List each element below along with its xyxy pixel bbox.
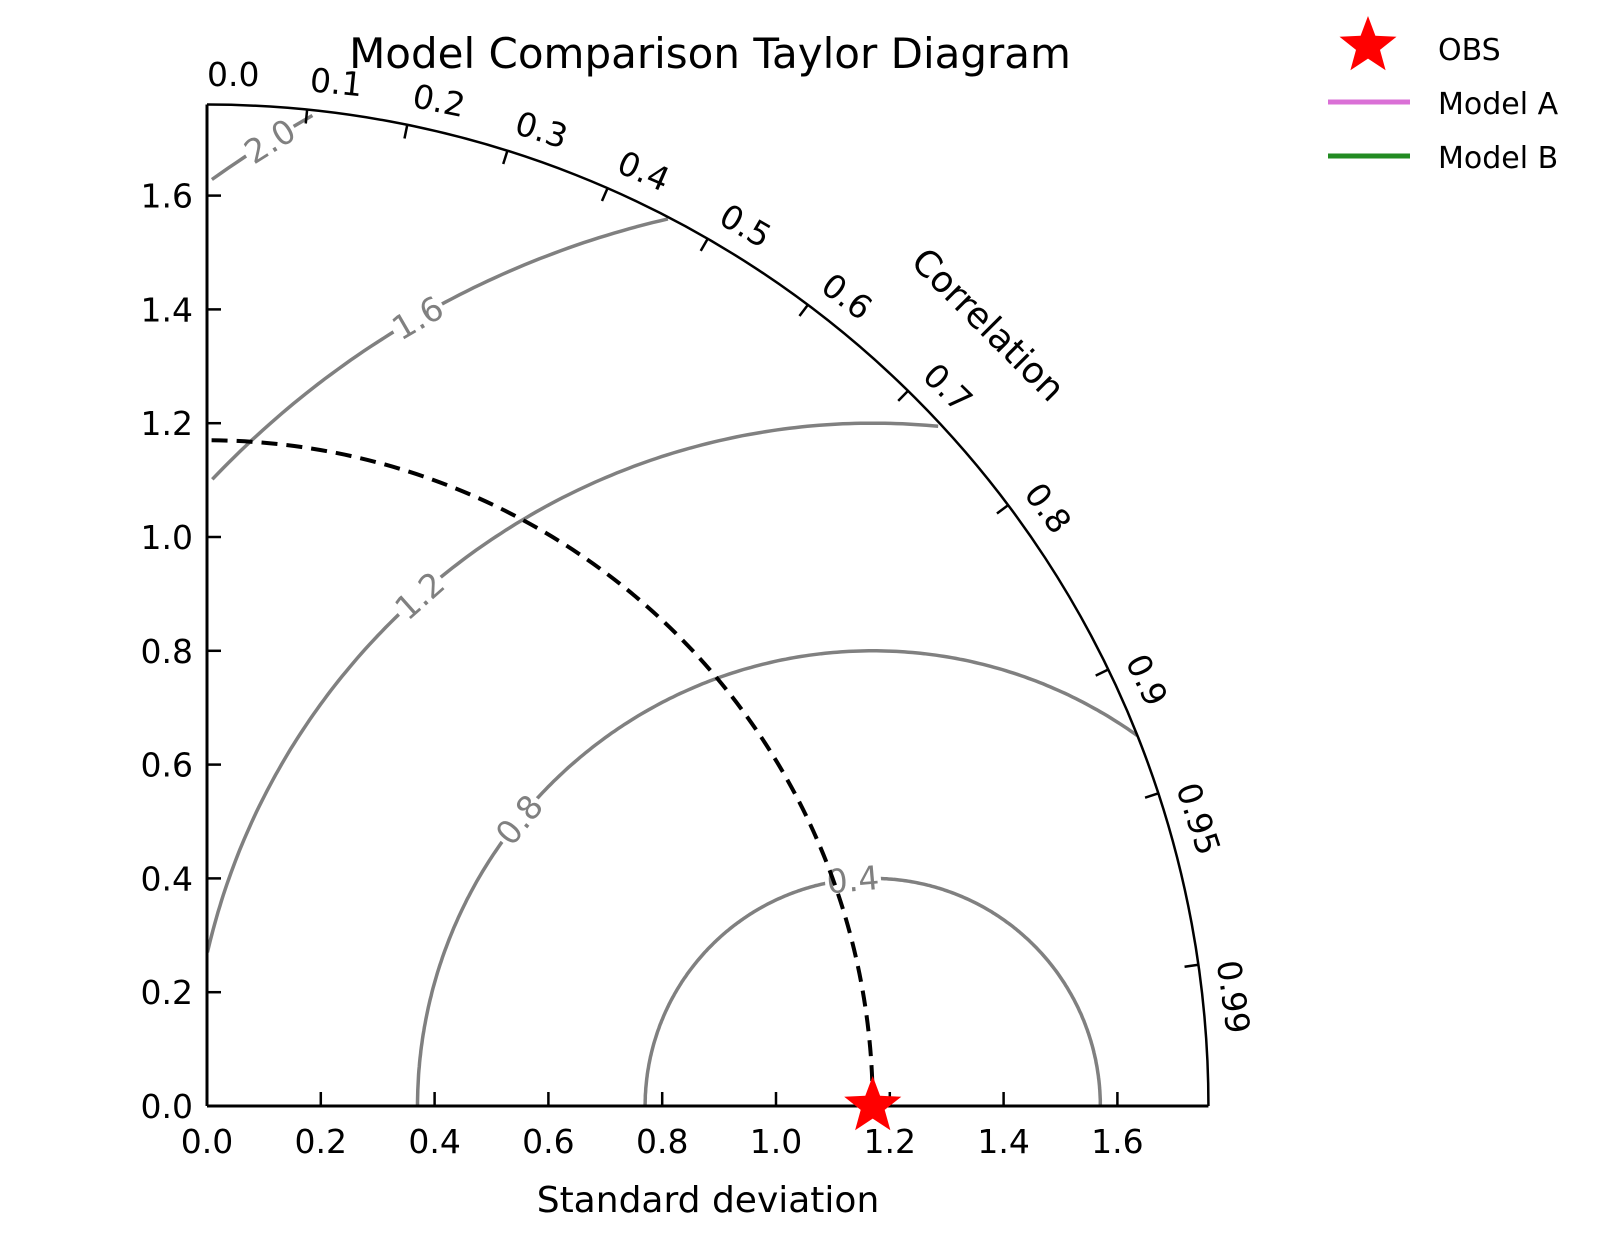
rms-contour	[211, 217, 669, 481]
x-axis-label: Standard deviation	[537, 1180, 880, 1221]
legend: OBS Model A Model B	[1328, 16, 1559, 176]
rms-contour	[205, 421, 939, 953]
x-tick-label: 0.8	[636, 1122, 688, 1161]
x-tick-label: 0.6	[522, 1122, 574, 1161]
correlation-tick	[600, 187, 609, 202]
correlation-tick	[897, 389, 909, 402]
x-tick-label: 0.2	[295, 1122, 347, 1161]
correlation-tick	[798, 304, 809, 317]
x-tick-label: 1.2	[864, 1122, 916, 1161]
x-tick-label: 1.0	[750, 1122, 802, 1161]
x-tick-label: 1.6	[1091, 1122, 1143, 1161]
correlation-axis-arc	[206, 103, 1210, 1107]
x-tick-label: 1.4	[977, 1122, 1029, 1161]
correlation-tick	[502, 150, 509, 165]
x-tick-label: 0.0	[181, 1122, 233, 1161]
correlation-tick-label: 0.9	[1118, 648, 1176, 712]
chart-title: Model Comparison Taylor Diagram	[349, 29, 1071, 78]
y-tick-label: 0.2	[141, 973, 193, 1012]
y-tick-label: 0.0	[141, 1087, 193, 1126]
x-tick-label: 0.4	[408, 1122, 460, 1161]
correlation-tick-label: 0.95	[1168, 778, 1228, 860]
y-tick-label: 1.4	[141, 290, 193, 329]
legend-obs-star-icon	[1339, 16, 1397, 71]
correlation-tick-label: 0.2	[409, 76, 468, 125]
y-tick-label: 1.0	[141, 518, 193, 557]
obs-star-marker	[844, 1076, 902, 1131]
rms-contour-label: 1.6	[385, 288, 450, 348]
contour-label-bg	[487, 786, 551, 853]
y-tick-label: 1.2	[141, 404, 193, 443]
rms-contour-label: 2.0	[237, 111, 302, 172]
correlation-tick	[1095, 668, 1109, 677]
y-tick-label: 0.4	[141, 859, 193, 898]
y-tick-label: 0.6	[141, 746, 193, 785]
correlation-tick	[996, 504, 1009, 515]
correlation-tick	[1144, 792, 1159, 799]
correlation-tick	[304, 109, 309, 124]
rms-contour-label: 0.8	[488, 787, 551, 852]
correlation-tick	[403, 124, 409, 139]
contour-label-bg	[823, 858, 883, 900]
legend-label-model-b: Model B	[1438, 141, 1558, 176]
correlation-tick	[1184, 963, 1199, 968]
legend-label-obs: OBS	[1438, 33, 1501, 68]
contour-label-bg	[236, 110, 303, 172]
correlation-tick-label: 0.99	[1209, 958, 1258, 1036]
correlation-tick-label: 0.0	[207, 55, 259, 94]
correlation-tick-label: 0.1	[308, 60, 364, 104]
contour-label-bg	[384, 287, 451, 348]
correlation-tick-label: 0.4	[612, 143, 676, 200]
correlation-tick	[699, 238, 709, 252]
y-tick-label: 0.8	[141, 632, 193, 671]
correlation-tick-label: 0.3	[511, 103, 573, 156]
y-tick-label: 1.6	[141, 177, 193, 216]
contour-label-bg	[386, 563, 453, 628]
correlation-tick-label: 0.7	[915, 355, 980, 420]
rms-contour	[415, 649, 1139, 1106]
reference-std-arc	[206, 438, 875, 1107]
legend-label-model-a: Model A	[1438, 87, 1559, 122]
